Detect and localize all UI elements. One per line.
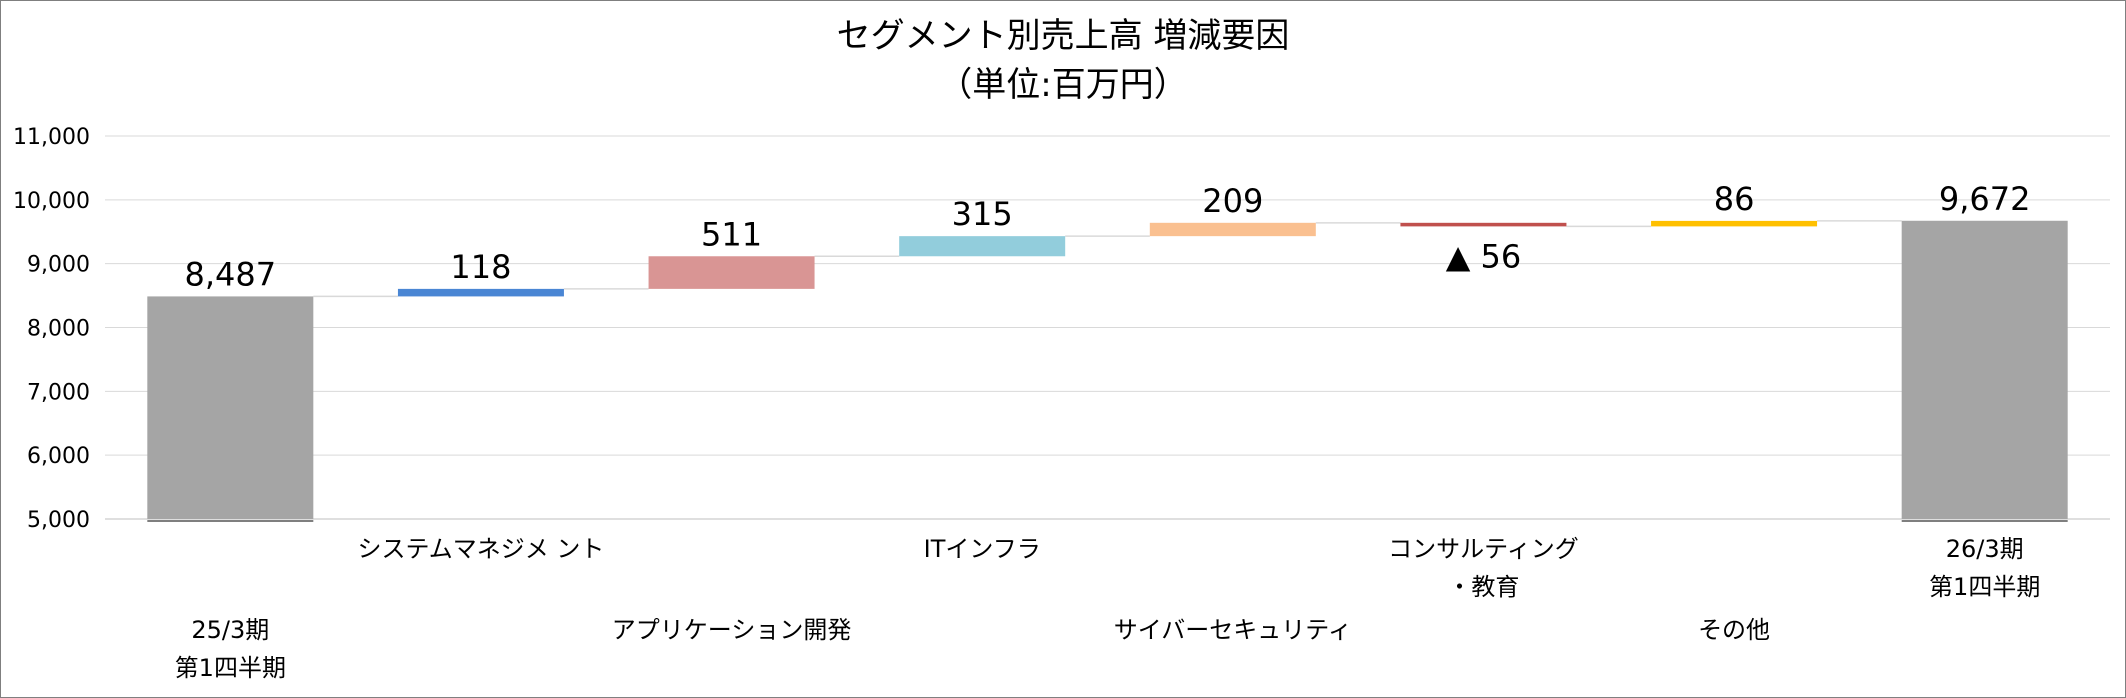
data-label-3: 315 <box>952 195 1013 233</box>
data-label-2: 511 <box>701 215 762 253</box>
connector-lines <box>313 220 1902 298</box>
category-label-4: サイバーセキュリティ <box>1114 616 1352 644</box>
data-label-6: 86 <box>1714 180 1755 218</box>
category-label-3: ITインフラ <box>924 535 1041 563</box>
bar-7 <box>1901 220 2068 519</box>
category-label-5: ・教育 <box>1447 573 1519 601</box>
bar-3 <box>899 236 1066 257</box>
data-label-1: 118 <box>450 248 511 286</box>
data-label-0: 8,487 <box>185 255 277 293</box>
data-label-5: ▲ 56 <box>1446 237 1522 275</box>
y-tick-label: 6,000 <box>27 444 90 469</box>
y-tick-label: 8,000 <box>27 317 90 342</box>
category-label-7: 第1四半期 <box>1929 573 2040 601</box>
gridlines <box>105 135 2110 520</box>
category-label-0: 25/3期 <box>191 616 269 644</box>
bars <box>147 220 2068 522</box>
bar-5 <box>1400 222 1567 227</box>
bar-1 <box>397 288 564 297</box>
y-tick-label: 9,000 <box>27 253 90 278</box>
chart-title: セグメント別売上高 増減要因 <box>837 16 1290 56</box>
y-axis: 11,000 10,000 9,000 8,000 7,000 6,000 5,000 <box>13 125 90 533</box>
chart-subtitle: （単位:百万円） <box>938 65 1187 105</box>
category-label-0: 第1四半期 <box>175 654 286 682</box>
category-label-7: 26/3期 <box>1946 535 2024 563</box>
category-label-2: アプリケーション開発 <box>612 616 852 644</box>
y-tick-label: 10,000 <box>13 189 90 214</box>
category-label-6: その他 <box>1698 616 1770 644</box>
y-tick-label: 5,000 <box>27 508 90 533</box>
bar-0 <box>147 296 314 519</box>
bar-4 <box>1149 222 1316 237</box>
data-labels: 8,487 118 511 315 209 ▲ 56 86 9,672 <box>185 180 2031 294</box>
bar-6 <box>1651 220 1818 227</box>
y-tick-label: 11,000 <box>13 125 90 150</box>
bar-2 <box>648 256 815 289</box>
data-label-7: 9,672 <box>1939 180 2031 218</box>
category-label-1: システムマネジメ ント <box>357 535 604 563</box>
y-tick-label: 7,000 <box>27 380 90 405</box>
data-label-4: 209 <box>1202 182 1263 220</box>
category-label-5: コンサルティング <box>1388 535 1579 563</box>
